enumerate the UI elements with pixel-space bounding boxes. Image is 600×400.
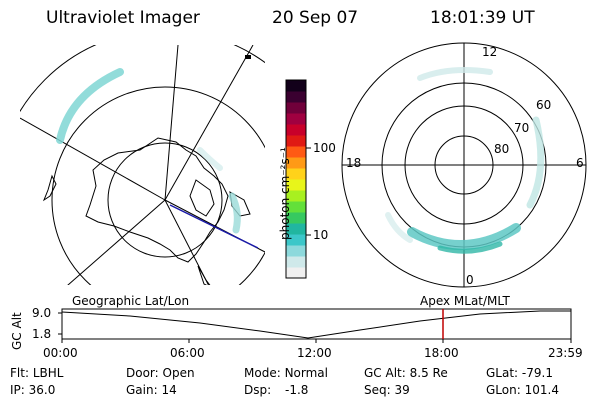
colorbar-stripe <box>286 168 306 180</box>
colorbar-stripe <box>286 234 306 246</box>
info-dsp-label: Dsp: <box>244 383 272 397</box>
magnetic-caption: Apex MLat/MLT <box>420 294 510 308</box>
info-seq: Seq: 39 <box>364 383 410 397</box>
mlt-label-6: 6 <box>576 156 584 170</box>
coastline-detail <box>197 265 211 285</box>
info-dsp: Dsp: -1.8 <box>244 383 308 397</box>
antarctica-coastline <box>85 137 229 263</box>
colorbar-stripe <box>286 201 306 213</box>
coastline-detail <box>42 174 57 202</box>
mlt-label-18: 18 <box>346 156 362 170</box>
colorbar-stripe <box>286 135 306 147</box>
auroral-oval-emission <box>417 67 493 81</box>
info-mode-label: Mode: <box>244 366 281 380</box>
altitude-curve <box>61 310 571 339</box>
info-gain-label: Gain: <box>126 383 158 397</box>
x-tick-label: 12:00 <box>297 346 332 360</box>
colorbar-stripe <box>286 179 306 191</box>
auroral-emission <box>197 147 223 171</box>
x-tick-label: 18:00 <box>424 346 459 360</box>
auroral-emission <box>228 192 241 234</box>
auroral-oval-emission <box>526 116 545 209</box>
time-label: 18:01:39 UT <box>430 8 535 28</box>
x-tick-label: 00:00 <box>43 346 78 360</box>
y-tick-label: 9.0 <box>32 306 52 320</box>
auroral-oval-emission <box>437 241 503 254</box>
info-door-label: Door: <box>126 366 159 380</box>
auroral-emission <box>56 68 124 144</box>
colorbar-stripe <box>286 146 306 158</box>
info-gcalt-label: GC Alt: <box>364 366 406 380</box>
info-door: Door: Open <box>126 366 195 380</box>
timeline-axis-title: GC Alt <box>10 312 24 350</box>
info-gcalt: GC Alt: 8.5 Re <box>364 366 448 380</box>
mlt-label-12: 12 <box>482 45 498 59</box>
info-gcalt-value: 8.5 Re <box>409 366 448 380</box>
info-glat: GLat: -79.1 <box>486 366 553 380</box>
satellite-track <box>169 204 259 249</box>
info-glon-label: GLon: <box>486 383 521 397</box>
info-flt: Flt: LBHL <box>10 366 63 380</box>
info-ip-value: 36.0 <box>28 383 56 397</box>
info-dsp-value: -1.8 <box>284 383 309 397</box>
mlt-label-0: 0 <box>466 273 474 287</box>
info-seq-value: 39 <box>394 383 410 397</box>
instrument-title: Ultraviolet Imager <box>46 8 200 28</box>
geographic-caption: Geographic Lat/Lon <box>72 294 190 308</box>
coastline-detail <box>189 179 215 217</box>
info-glat-label: GLat: <box>486 366 519 380</box>
colorbar-tick-label: 10 <box>313 228 329 242</box>
info-glon-value: 101.4 <box>524 383 559 397</box>
colorbar-stripe <box>286 124 306 136</box>
info-ip: IP: 36.0 <box>10 383 55 397</box>
meridian-line <box>164 45 254 201</box>
colorbar-stripe <box>286 256 306 268</box>
latitude-circle <box>51 86 265 285</box>
info-flt-value: LBHL <box>32 366 64 380</box>
colorbar-stripe <box>286 267 306 279</box>
x-tick-label: 23:59 <box>548 346 583 360</box>
info-glat-value: -79.1 <box>521 366 553 380</box>
info-gain: Gain: 14 <box>126 383 177 397</box>
y-tick-label: 1.8 <box>32 327 52 341</box>
lat-label-80: 80 <box>494 142 510 156</box>
info-seq-label: Seq: <box>364 383 391 397</box>
info-gain-value: 14 <box>161 383 177 397</box>
meridian-line <box>20 117 166 201</box>
latitude-circle <box>107 142 223 258</box>
meridian-line <box>67 199 166 285</box>
x-tick-label: 06:00 <box>170 346 205 360</box>
colorbar-stripe <box>286 212 306 224</box>
colorbar-stripe <box>286 245 306 257</box>
lat-label-70: 70 <box>514 121 530 135</box>
map-speck <box>245 55 251 59</box>
info-mode-value: Normal <box>284 366 328 380</box>
colorbar-stripe <box>286 113 306 125</box>
info-door-value: Open <box>162 366 195 380</box>
colorbar-tick-label: 100 <box>313 141 336 155</box>
colorbar-stripe <box>286 80 306 92</box>
date-label: 20 Sep 07 <box>272 8 359 28</box>
auroral-oval-emission <box>407 223 521 251</box>
colorbar-frame <box>285 79 307 279</box>
colorbar-stripe <box>286 223 306 235</box>
info-flt-label: Flt: <box>10 366 29 380</box>
meridian-line <box>164 45 179 201</box>
info-glon: GLon: 101.4 <box>486 383 559 397</box>
colorbar-stripe <box>286 157 306 169</box>
colorbar-stripe <box>286 91 306 103</box>
colorbar-stripe <box>286 102 306 114</box>
colorbar-stripe <box>286 190 306 202</box>
auroral-oval-emission <box>385 212 413 243</box>
info-mode: Mode: Normal <box>244 366 328 380</box>
info-ip-label: IP: <box>10 383 25 397</box>
lat-label-60: 60 <box>536 98 552 112</box>
